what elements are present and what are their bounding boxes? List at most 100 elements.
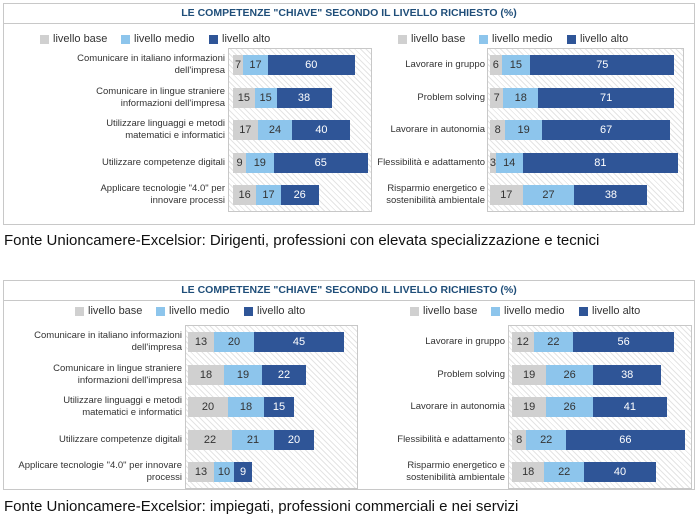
bar-segment: 18 (512, 462, 545, 482)
bar-segment: 13 (188, 332, 214, 352)
legend-label: livello base (423, 305, 478, 317)
bar-segment: 20 (274, 429, 314, 450)
legend-swatch (479, 34, 488, 44)
bar-segment: 45 (254, 332, 344, 352)
bar-segment: 7 (233, 55, 244, 75)
bar-segment: 40 (584, 462, 656, 482)
category-label: Lavorare in autonomia (390, 124, 485, 135)
category-label: Lavorare in gruppo (425, 336, 505, 347)
legend-label: livello medio (169, 305, 230, 317)
legend-swatch (567, 34, 576, 44)
legend-swatch (156, 306, 165, 316)
bar-segment: 19 (512, 364, 547, 385)
category-label: Comunicare in lingue straniere informazi… (53, 362, 182, 386)
legend-swatch (75, 306, 84, 316)
chart-title: LE COMPETENZE "CHIAVE" SECONDO IL LIVELL… (3, 280, 695, 301)
bar-segment: 21 (232, 429, 274, 450)
bar-segment: 20 (214, 332, 254, 352)
bar-segment: 22 (533, 332, 574, 352)
bar-segment: 27 (522, 185, 575, 205)
bar-segment: 67 (541, 120, 671, 140)
legend-label: livello alto (222, 33, 271, 45)
bar-segment: 9 (234, 462, 252, 482)
bar-segment: 16 (233, 185, 257, 205)
bar-segment: 15 (254, 87, 277, 108)
category-label: Utilizzare competenze digitali (101, 156, 225, 168)
bar-segment: 40 (292, 120, 351, 140)
category-label: Risparmio energetico e sostenibilità amb… (386, 183, 485, 206)
bar-segment: 26 (546, 364, 593, 385)
bar-segment: 71 (538, 87, 675, 108)
bar-segment: 19 (505, 120, 542, 140)
bar-segment: 18 (228, 397, 264, 417)
bar-segment: 38 (574, 185, 648, 205)
legend-label: livello base (53, 33, 108, 45)
bar-segment: 12 (512, 332, 534, 352)
legend-swatch (579, 306, 588, 316)
bar-segment: 17 (490, 185, 523, 205)
legend-swatch (398, 34, 407, 44)
figure-frame (3, 280, 695, 490)
category-label: Risparmio energetico e sostenibilità amb… (406, 460, 505, 483)
category-label: Comunicare in italiano informazioni dell… (34, 330, 182, 353)
bar-segment: 6 (490, 55, 502, 75)
bar-segment: 22 (544, 462, 584, 482)
bar-segment: 60 (267, 55, 355, 75)
legend-label: livello base (88, 305, 143, 317)
bar-segment: 65 (273, 152, 368, 173)
chart-title: LE COMPETENZE "CHIAVE" SECONDO IL LIVELL… (3, 3, 695, 24)
bar-segment: 7 (490, 87, 504, 108)
legend-swatch (121, 34, 130, 44)
category-label: Flessibilità e adattamento (397, 433, 505, 445)
category-label: Flessibilità e adattamento (377, 156, 485, 168)
bar-segment: 19 (512, 397, 547, 417)
category-label: Utilizzare linguaggi e metodi matematici… (63, 395, 182, 418)
bar-segment: 3 (490, 152, 496, 173)
category-label: Applicare tecnologie "4.0" per innovare … (18, 460, 182, 483)
category-label: Lavorare in gruppo (405, 59, 485, 70)
bar-segment: 18 (503, 87, 538, 108)
category-label: Comunicare in italiano informazioni dell… (77, 53, 225, 76)
category-label: Utilizzare linguaggi e metodi matematici… (106, 118, 225, 141)
legend-swatch (491, 306, 500, 316)
bar-segment: 22 (188, 429, 232, 450)
bar-segment: 18 (188, 364, 224, 385)
category-label: Applicare tecnologie "4.0" per innovare … (100, 183, 225, 206)
legend-label: livello alto (257, 305, 306, 317)
bar-segment: 38 (276, 87, 332, 108)
bar-segment: 10 (214, 462, 234, 482)
legend-swatch (209, 34, 218, 44)
bar-segment: 15 (264, 397, 294, 417)
bar-segment: 24 (257, 120, 293, 140)
bar-segment: 14 (495, 152, 523, 173)
bar-segment: 81 (522, 152, 679, 173)
category-label: Problem solving (437, 368, 505, 380)
category-label: Problem solving (417, 91, 485, 103)
legend-swatch (40, 34, 49, 44)
legend-label: livello alto (580, 33, 629, 45)
category-label: Utilizzare competenze digitali (58, 433, 182, 445)
bar-segment: 75 (530, 55, 675, 75)
category-label: Lavorare in autonomia (410, 401, 505, 412)
bar-segment: 22 (526, 429, 566, 450)
source-caption: Fonte Unioncamere-Excelsior: Dirigenti, … (4, 232, 600, 249)
bar-segment: 20 (188, 397, 228, 417)
figure-frame (3, 3, 695, 225)
bar-segment: 38 (593, 364, 662, 385)
bar-segment: 26 (546, 397, 593, 417)
source-caption: Fonte Unioncamere-Excelsior: impiegati, … (4, 498, 519, 515)
legend-label: livello medio (504, 305, 565, 317)
legend-swatch (410, 306, 419, 316)
legend-label: livello alto (592, 305, 641, 317)
bar-segment: 19 (224, 364, 262, 385)
bar-segment: 56 (573, 332, 674, 352)
bar-segment: 13 (188, 462, 214, 482)
legend-label: livello base (411, 33, 466, 45)
bar-segment: 41 (593, 397, 667, 417)
legend-label: livello medio (134, 33, 195, 45)
bar-segment: 17 (243, 55, 268, 75)
bar-segment: 9 (233, 152, 247, 173)
legend-label: livello medio (492, 33, 553, 45)
bar-segment: 17 (256, 185, 281, 205)
